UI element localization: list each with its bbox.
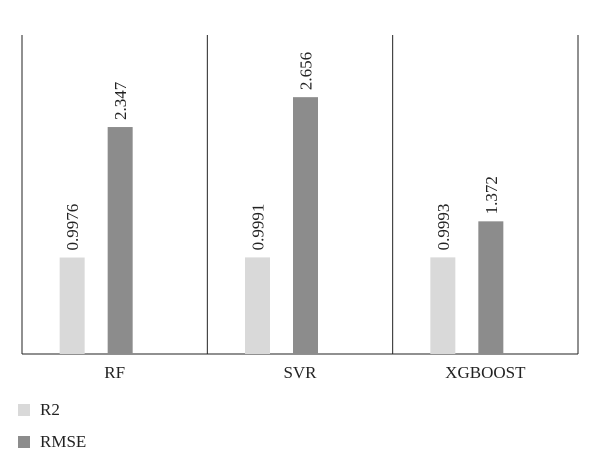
legend-item-rmse: RMSE — [18, 430, 86, 454]
bar-r2 — [245, 257, 270, 354]
legend: R2 RMSE — [18, 398, 86, 462]
bar-rmse — [107, 127, 133, 354]
legend-swatch-rmse — [18, 436, 30, 448]
legend-label-r2: R2 — [40, 400, 60, 419]
x-tick-label: RF — [104, 363, 125, 382]
legend-swatch-r2 — [18, 404, 30, 416]
x-tick-label: SVR — [283, 363, 317, 382]
data-label: 0.9976 — [63, 204, 82, 251]
bar-r2 — [430, 257, 456, 354]
data-label: 0.9993 — [434, 204, 453, 251]
bar-rmse — [478, 221, 504, 354]
chart: RF 0.9976 2.347 SVR 0.9991 2.656 XGBOOST 0.9993… — [21, 35, 579, 382]
data-label: 0.9991 — [249, 204, 268, 251]
data-label: 1.372 — [482, 176, 501, 214]
data-label: 2.656 — [297, 52, 316, 90]
bar-r2 — [59, 257, 85, 354]
bar-rmse — [293, 97, 318, 355]
legend-label-rmse: RMSE — [40, 432, 87, 451]
data-label: 2.347 — [111, 81, 130, 120]
legend-item-r2: R2 — [18, 398, 86, 422]
x-tick-label: XGBOOST — [445, 363, 526, 382]
